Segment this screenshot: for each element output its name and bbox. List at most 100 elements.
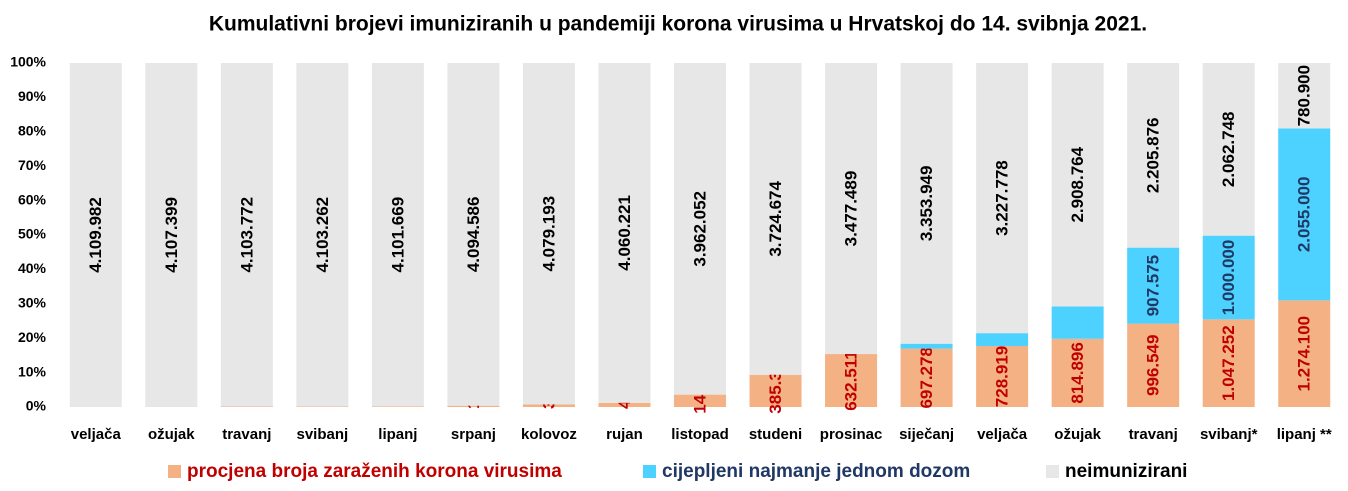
x-tick-label: travanj (222, 426, 271, 443)
data-label: 2.908.764 (1068, 146, 1087, 222)
bar-segment (296, 406, 349, 407)
bar-segment (69, 63, 122, 407)
bar-segment (749, 63, 802, 375)
y-tick-label: 40% (18, 260, 47, 276)
bar-segment (220, 63, 273, 407)
bar-segment (371, 63, 424, 407)
bar-segment (976, 63, 1029, 334)
bar-segment (1051, 63, 1104, 307)
x-tick-label: prosinac (820, 426, 883, 443)
data-label: 4.109.982 (86, 197, 105, 273)
bar-segment (522, 404, 575, 407)
bar-segment (1127, 247, 1180, 324)
data-label: 4.103.262 (313, 197, 332, 273)
data-label: 4.101.669 (388, 197, 407, 273)
y-tick-label: 90% (18, 88, 47, 104)
legend-label: cijepljeni najmanje jednom dozom (662, 461, 970, 482)
data-label: 4.103.772 (237, 197, 256, 273)
chart-title: Kumulativni brojevi imuniziranih u pande… (209, 13, 1147, 36)
data-label: 2.062.748 (1219, 112, 1238, 188)
data-label: 907.575 (1144, 255, 1163, 316)
data-label: 3.724.674 (766, 181, 785, 257)
x-tick-label: srpanj (451, 426, 496, 443)
legend-label: procjena broja zaraženih korona virusima (187, 461, 562, 482)
bar-segment (598, 402, 651, 407)
x-tick-label: veljača (71, 426, 122, 443)
bar-segment (900, 63, 953, 344)
bar-segment (522, 63, 575, 405)
bar-segment (1278, 63, 1331, 129)
legend-label: neimunizirani (1065, 461, 1187, 482)
bar-segment (976, 333, 1029, 346)
bar-segment (1202, 235, 1255, 320)
x-tick-label: veljača (977, 426, 1028, 443)
legend-swatch (168, 465, 181, 478)
legend-swatch (1046, 465, 1059, 478)
data-label: 780.900 (1295, 65, 1314, 126)
bar-segment (1278, 300, 1331, 407)
bar-segment (447, 405, 500, 407)
data-label: 3.353.949 (917, 166, 936, 242)
bar-segment (1051, 306, 1104, 339)
bar-segment (900, 348, 953, 407)
data-label: 1.000.000 (1219, 240, 1238, 316)
bar-segment (1051, 338, 1104, 407)
y-tick-label: 60% (18, 191, 47, 207)
data-label: 1.047.252 (1219, 325, 1238, 401)
y-tick-label: 50% (18, 226, 47, 242)
data-label: 1.274.100 (1295, 316, 1314, 392)
data-label: 814.896 (1068, 342, 1087, 403)
x-tick-label: lipanj ** (1277, 426, 1332, 443)
x-tick-label: svibanj (297, 426, 349, 443)
y-tick-label: 100% (10, 54, 46, 70)
data-label: 4.094.586 (464, 197, 483, 273)
data-label: 4.107.399 (162, 197, 181, 273)
data-label: 3.227.778 (993, 160, 1012, 236)
bar-segment (674, 63, 726, 395)
bar-segment (900, 343, 953, 349)
bar-segment (1278, 128, 1331, 301)
x-tick-label: lipanj (378, 426, 417, 443)
y-tick-label: 0% (26, 398, 47, 414)
bar-segment (825, 63, 878, 355)
data-label: 632.511 (842, 350, 861, 411)
bar-segment (825, 354, 878, 407)
x-tick-label: siječanj (899, 426, 954, 443)
bar-segment (1127, 63, 1180, 248)
bar-segment (1202, 63, 1255, 236)
bar-segment (296, 63, 349, 407)
data-label: 996.549 (1144, 335, 1163, 396)
bar-segment (145, 63, 198, 407)
x-tick-label: travanj (1129, 426, 1178, 443)
x-tick-label: rujan (606, 426, 643, 443)
x-tick-label: kolovoz (521, 426, 577, 443)
bar-segment (220, 406, 273, 407)
x-tick-label: svibanj* (1200, 426, 1258, 443)
y-tick-label: 80% (18, 123, 47, 139)
x-tick-label: ožujak (148, 426, 195, 443)
bar-segment (1202, 319, 1255, 407)
bar-segment (674, 394, 726, 407)
data-label: 728.919 (993, 346, 1012, 407)
bar-segment (976, 345, 1029, 407)
y-tick-label: 10% (18, 363, 47, 379)
y-tick-label: 20% (18, 329, 47, 345)
bar-segment (447, 63, 500, 406)
y-tick-label: 30% (18, 295, 47, 311)
bar-segment (598, 63, 651, 403)
x-tick-label: ožujak (1054, 426, 1101, 443)
data-label: 3.477.489 (842, 171, 861, 247)
bar-segment (749, 374, 802, 407)
x-tick-label: listopad (671, 426, 729, 443)
data-label: 2.055.000 (1295, 177, 1314, 253)
x-tick-label: studeni (749, 426, 802, 443)
bar-segment (1127, 323, 1180, 407)
data-label: 2.205.876 (1144, 117, 1163, 193)
data-label: 697.278 (917, 347, 936, 408)
bar-segment (371, 406, 424, 407)
data-label: 3.962.052 (690, 191, 709, 267)
data-label: 4.060.221 (615, 195, 634, 271)
legend-swatch (643, 465, 656, 478)
y-tick-label: 70% (18, 157, 47, 173)
